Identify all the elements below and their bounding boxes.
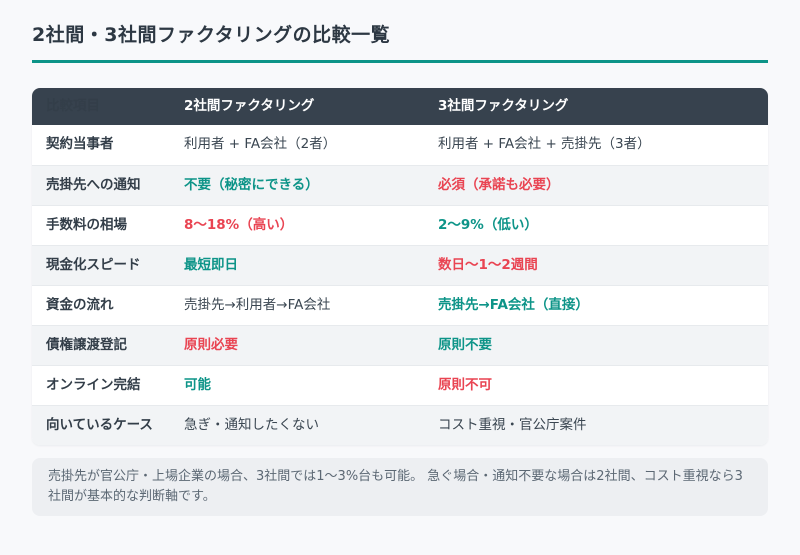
table-header-row: 比較項目 2社間ファクタリング 3社間ファクタリング [32, 88, 768, 125]
page-title: 2社間・3社間ファクタリングの比較一覧 [32, 24, 391, 46]
row-label: 契約当事者 [46, 136, 114, 153]
row-label: 資金の流れ [46, 296, 114, 313]
three-party-value: 数日〜1〜2週間 [438, 256, 538, 273]
two-party-value: 急ぎ・通知したくない [184, 416, 319, 433]
two-party-value: 不要（秘密にできる） [184, 176, 319, 193]
comparison-table: 比較項目 2社間ファクタリング 3社間ファクタリング 契約当事者 利用者 + F… [32, 88, 768, 445]
three-party-value: 必須（承諾も必要） [438, 176, 560, 193]
title-underline-rule [32, 60, 768, 63]
table-row: 向いているケース 急ぎ・通知したくない コスト重視・官公庁案件 [32, 405, 768, 445]
row-label: 債権譲渡登記 [46, 336, 127, 353]
two-party-value: 8〜18%（高い） [184, 216, 294, 233]
table-row: 資金の流れ 売掛先→利用者→FA会社 売掛先→FA会社（直接） [32, 285, 768, 325]
header-two-party-column: 2社間ファクタリング [184, 97, 315, 114]
two-party-value: 原則必要 [184, 336, 238, 353]
page: 2社間・3社間ファクタリングの比較一覧 比較項目 2社間ファクタリング 3社間フ… [32, 24, 768, 517]
row-label: 売掛先への通知 [46, 176, 141, 193]
row-label: 現金化スピード [46, 256, 141, 273]
row-label: 向いているケース [46, 416, 153, 433]
header-item-column: 比較項目 [46, 97, 100, 114]
two-party-value: 最短即日 [184, 256, 238, 273]
row-label: オンライン完結 [46, 376, 141, 393]
three-party-value: 原則不要 [438, 336, 492, 353]
two-party-value: 利用者 + FA会社（2者） [184, 136, 337, 153]
table-body: 契約当事者 利用者 + FA会社（2者） 利用者 + FA会社 + 売掛先（3者… [32, 125, 768, 445]
three-party-value: 2〜9%（低い） [438, 216, 538, 233]
two-party-value: 売掛先→利用者→FA会社 [184, 296, 331, 313]
table-row: 手数料の相場 8〜18%（高い） 2〜9%（低い） [32, 205, 768, 245]
three-party-value: コスト重視・官公庁案件 [438, 416, 587, 433]
table-row: 売掛先への通知 不要（秘密にできる） 必須（承諾も必要） [32, 165, 768, 205]
header-three-party-column: 3社間ファクタリング [438, 97, 569, 114]
three-party-value: 売掛先→FA会社（直接） [438, 296, 589, 313]
two-party-value: 可能 [184, 376, 211, 393]
table-row: 契約当事者 利用者 + FA会社（2者） 利用者 + FA会社 + 売掛先（3者… [32, 125, 768, 165]
footer-note: 売掛先が官公庁・上場企業の場合、3社間では1〜3%台も可能。 急ぐ場合・通知不要… [32, 458, 768, 517]
table-row: オンライン完結 可能 原則不可 [32, 365, 768, 405]
three-party-value: 利用者 + FA会社 + 売掛先（3者） [438, 136, 651, 153]
table-row: 現金化スピード 最短即日 数日〜1〜2週間 [32, 245, 768, 285]
row-label: 手数料の相場 [46, 216, 127, 233]
three-party-value: 原則不可 [438, 376, 492, 393]
table-row: 債権譲渡登記 原則必要 原則不要 [32, 325, 768, 365]
